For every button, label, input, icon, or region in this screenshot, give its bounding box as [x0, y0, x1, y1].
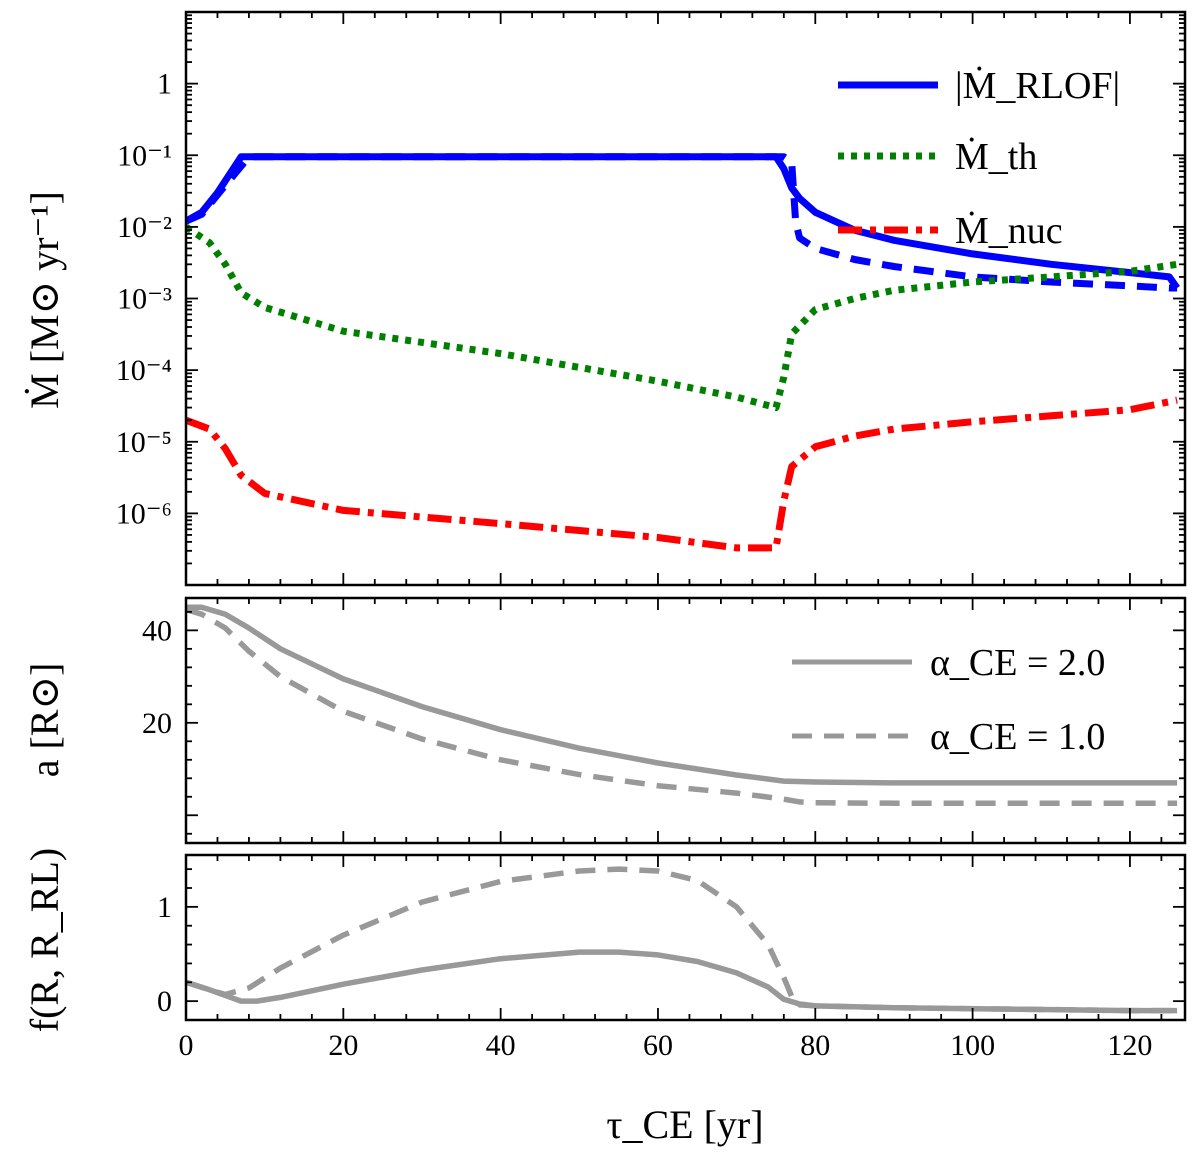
- series-0-2: [186, 223, 1178, 412]
- ytick-label: 1: [157, 891, 172, 924]
- ytick-label: 10⁻³: [117, 283, 172, 316]
- ytick-label: 0: [157, 985, 172, 1018]
- xtick-label: 20: [328, 1029, 358, 1062]
- series-0-3: [186, 396, 1178, 552]
- ytick-label: 10⁻⁴: [116, 354, 172, 387]
- xtick-label: 120: [1107, 1029, 1152, 1062]
- series-0-0: [186, 153, 1180, 291]
- xtick-label: 60: [643, 1029, 673, 1062]
- legend-mdot: |Ṁ_RLOF| Ṁ_th Ṁ_nuc: [838, 65, 1120, 252]
- series-1-0: [186, 604, 1178, 786]
- axes-frame: [184, 10, 1187, 587]
- axes-frame: [184, 853, 1187, 1022]
- legend-alpha: α_CE = 2.0 α_CE = 1.0: [792, 642, 1105, 758]
- radius-function-panel: 010 20 40 60 80 100 120: [157, 853, 1187, 1062]
- legend-label-rlof: |Ṁ_RLOF|: [955, 65, 1120, 107]
- xlabel-tau: τ_CE [yr]: [606, 1102, 763, 1147]
- ytick-label: 10⁻⁶: [116, 497, 172, 530]
- series-2-1: [186, 866, 1178, 1014]
- axes-frame: [184, 596, 1187, 845]
- ytick-label: 20: [142, 707, 172, 740]
- xtick-label: 40: [486, 1029, 516, 1062]
- ytick-label: 1: [157, 68, 172, 101]
- mass-loss-rate-panel: 10⁻⁶ 10⁻⁵ 10⁻⁴ 10⁻³ 10⁻² 10⁻¹ 1: [116, 10, 1187, 587]
- legend-label-th: Ṁ_th: [955, 136, 1037, 178]
- ylabel-a: a [R⊙]: [22, 663, 67, 778]
- legend-label-alpha1: α_CE = 1.0: [930, 716, 1105, 758]
- series-1-1: [186, 606, 1178, 806]
- ytick-label: 10⁻⁵: [116, 426, 172, 459]
- ytick-label: 10⁻¹: [117, 139, 172, 172]
- xtick-label: 100: [950, 1029, 995, 1062]
- legend-label-nuc: Ṁ_nuc: [955, 210, 1063, 252]
- ylabel-mdot: Ṁ [M⊙ yr⁻¹]: [22, 191, 67, 409]
- series-2-0: [186, 949, 1178, 1014]
- ytick-label: 40: [142, 614, 172, 647]
- xtick-label: 0: [179, 1029, 194, 1062]
- ytick-label: 10⁻²: [117, 211, 172, 244]
- legend-label-alpha2: α_CE = 2.0: [930, 642, 1105, 684]
- ylabel-f: f(R, R_RL): [22, 848, 67, 1032]
- xtick-label: 80: [800, 1029, 830, 1062]
